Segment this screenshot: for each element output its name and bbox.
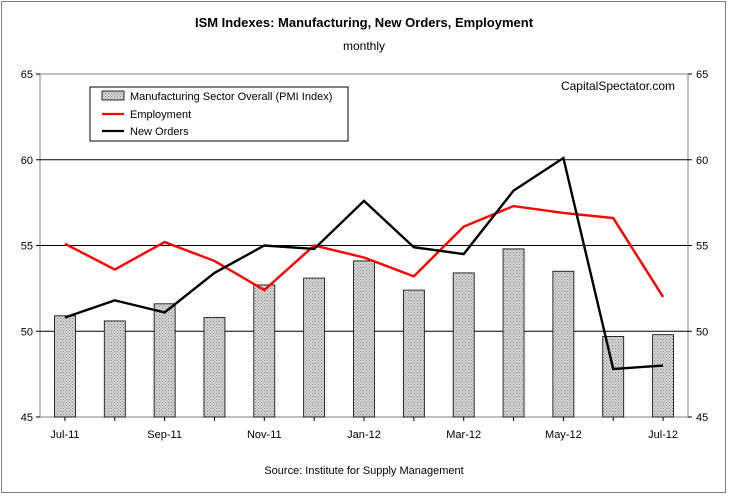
y-axis-right: 45 50 55 60 65 xyxy=(688,69,708,424)
pmi-bar-May-12 xyxy=(552,270,575,418)
x-tick-label-Mar-12: Mar-12 xyxy=(446,429,481,441)
y-left-tick-label-50: 50 xyxy=(21,326,33,338)
x-axis: Jul-11 Sep-11 Nov-11 Jan-12 Mar-12 May-12 Jul-… xyxy=(50,417,678,441)
pmi-bar-Jun-12 xyxy=(602,335,625,418)
pmi-bar-Jul-12 xyxy=(652,334,674,418)
chart-title: ISM Indexes: Manufacturing, New Orders, … xyxy=(195,15,534,30)
y-left-tick-label-65: 65 xyxy=(21,69,33,81)
employment-line xyxy=(64,204,665,298)
x-tick-label-Sep-11: Sep-11 xyxy=(147,429,182,441)
source-note: Source: Institute for Supply Management xyxy=(264,465,463,477)
new-orders-line xyxy=(64,156,664,371)
pmi-bar-Feb-12 xyxy=(402,289,425,418)
legend-label-pmi: Manufacturing Sector Overall (PMI Index) xyxy=(130,91,332,103)
x-tick-label-Jul-11: Jul-11 xyxy=(50,429,79,441)
chart-subtitle: monthly xyxy=(343,39,385,53)
x-tick-label-Jul-12: Jul-12 xyxy=(648,429,678,441)
pmi-bar-Apr-12 xyxy=(502,248,525,418)
legend-swatch-pmi xyxy=(101,90,125,101)
pmi-bars xyxy=(54,248,674,418)
legend-box xyxy=(89,86,349,142)
pmi-bar-Mar-12 xyxy=(452,272,475,418)
y-right-tick-label-60: 60 xyxy=(696,155,708,167)
y-axis-left: 45 50 55 60 65 xyxy=(21,69,40,424)
pmi-bar-Jul-11 xyxy=(54,315,76,418)
y-right-tick-label-55: 55 xyxy=(696,241,708,253)
pmi-bar-Jan-12 xyxy=(353,260,375,418)
series-lines xyxy=(64,156,665,371)
y-right-tick-label-65: 65 xyxy=(696,69,708,81)
legend-label-employment: Employment xyxy=(130,109,191,121)
y-right-tick-label-45: 45 xyxy=(696,412,708,424)
pmi-bar-Sep-11 xyxy=(153,303,176,418)
pmi-bar-Dec-11 xyxy=(303,277,326,418)
x-tick-label-Nov-11: Nov-11 xyxy=(247,429,282,441)
legend-label-new-orders: New Orders xyxy=(130,126,189,138)
x-tick-label-May-12: May-12 xyxy=(545,429,582,441)
y-right-tick-label-50: 50 xyxy=(696,326,708,338)
y-left-tick-label-55: 55 xyxy=(21,241,33,253)
watermark: CapitalSpectator.com xyxy=(561,79,675,93)
pmi-bar-Oct-11 xyxy=(203,317,226,418)
pmi-bar-Aug-11 xyxy=(103,320,126,418)
x-tick-label-Jan-12: Jan-12 xyxy=(347,429,381,441)
pmi-bar-Nov-11 xyxy=(253,284,276,418)
legend: Manufacturing Sector Overall (PMI Index)… xyxy=(89,86,349,142)
y-left-tick-label-60: 60 xyxy=(21,155,33,167)
y-left-tick-label-45: 45 xyxy=(21,412,33,424)
